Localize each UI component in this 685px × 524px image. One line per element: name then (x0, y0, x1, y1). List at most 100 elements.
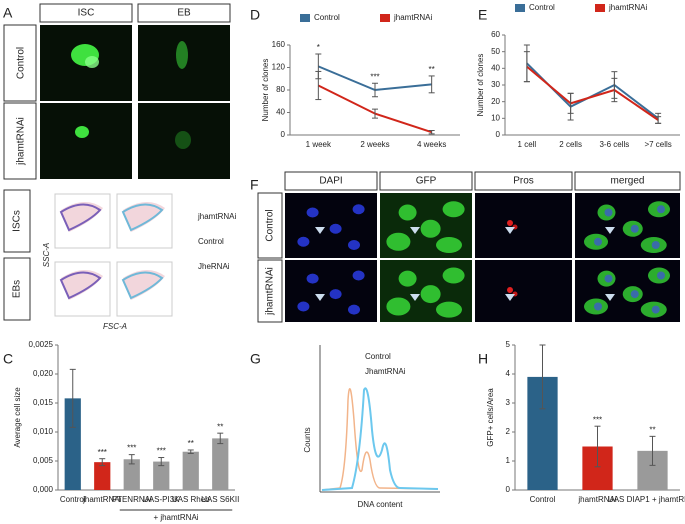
axis-label: Number of clones (476, 54, 485, 117)
histogram-curve (321, 387, 439, 491)
panel-letter: E (478, 7, 487, 23)
y-tick-label: 1 (506, 456, 511, 465)
y-tick-label: 50 (491, 47, 500, 56)
cell (329, 289, 342, 300)
arrowhead (410, 227, 420, 234)
legend-label: JhamtRNAi (365, 367, 406, 376)
cell (630, 290, 639, 299)
arrowhead (410, 294, 420, 301)
x-tick-label: jhamtRNAi (577, 495, 616, 504)
cell (436, 237, 462, 253)
cell (329, 223, 342, 234)
legend-label: jhamtRNAi (393, 13, 432, 22)
axis-label: DNA content (358, 500, 404, 509)
x-tick-label: 3-6 cells (599, 140, 629, 149)
x-tick-label: 2 cells (559, 140, 582, 149)
significance: *** (370, 72, 379, 81)
axis-label: FSC-A (103, 322, 127, 331)
cell (348, 304, 360, 315)
axis-label: ISCs (12, 210, 23, 232)
axis-label: EBs (12, 280, 23, 298)
micrograph (475, 193, 572, 258)
cell (352, 270, 365, 281)
y-tick-label: 2 (506, 427, 511, 436)
cell (75, 126, 89, 138)
row-label-box (3, 24, 37, 102)
cell (507, 287, 513, 293)
legend-swatch (300, 14, 310, 22)
legend-swatch (595, 4, 605, 12)
series-line (526, 65, 659, 121)
cell (594, 237, 602, 246)
significance: ** (188, 439, 194, 448)
significance: *** (127, 444, 136, 453)
y-tick-label: 30 (491, 80, 500, 89)
flow-contour (61, 269, 103, 300)
cell (604, 274, 613, 283)
cell (398, 270, 417, 287)
significance: ** (217, 422, 223, 431)
series-line (526, 62, 659, 120)
y-tick-label: 3 (506, 398, 511, 407)
flow-contour (61, 201, 103, 232)
legend-swatch (380, 14, 390, 22)
cell (630, 224, 639, 233)
row-label-box (3, 257, 31, 321)
cell (442, 201, 465, 218)
legend-label: Control (529, 3, 555, 12)
x-tick-label: 2 weeks (360, 140, 389, 149)
panel-letter: C (3, 351, 13, 367)
y-tick-label: 20 (491, 97, 500, 106)
x-tick-label: 4 weeks (417, 140, 446, 149)
column-header-box (39, 3, 133, 23)
x-tick-label: Control (60, 495, 86, 504)
y-tick-label: 160 (272, 40, 286, 49)
y-tick-label: 120 (272, 63, 286, 72)
legend-swatch (515, 4, 525, 12)
row-label-box (257, 259, 283, 323)
x-tick-label: 1 week (306, 140, 332, 149)
x-tick-label: 1 cell (518, 140, 537, 149)
cell (398, 204, 417, 221)
cell (352, 204, 365, 215)
y-tick-label: 0,0025 (29, 340, 54, 349)
row-label-box (3, 189, 31, 253)
bar (64, 398, 81, 490)
bar (94, 462, 111, 490)
cell (420, 285, 441, 304)
bar (153, 461, 170, 490)
cell (175, 131, 191, 149)
cell (420, 219, 441, 238)
panel-letter: F (250, 177, 259, 193)
x-tick-label: PTENRNAi (112, 495, 152, 504)
axis-label: jhamtRNAi (265, 267, 276, 316)
arrowhead (315, 227, 325, 234)
column-header-box (284, 171, 378, 191)
arrowhead (605, 227, 615, 234)
column-header: merged (611, 176, 645, 187)
legend-label: jhamtRNAi (197, 212, 236, 221)
cell (442, 267, 465, 284)
row-label-box (257, 192, 283, 259)
y-tick-label: 4 (506, 369, 511, 378)
axis-label: jhamtRNAi (16, 117, 27, 166)
arrowhead (315, 294, 325, 301)
y-tick-label: 0 (281, 130, 286, 139)
cell (651, 305, 660, 314)
cell (507, 220, 513, 226)
y-tick-label: 80 (276, 85, 285, 94)
flow-contour (123, 269, 165, 300)
x-tick-label: UAS S6KII (201, 495, 239, 504)
panel-letter: G (250, 351, 261, 367)
axis-label: Counts (303, 427, 312, 452)
cell (306, 207, 319, 218)
x-tick-label: UAS DIAP1 + jhamtRNAi (608, 495, 685, 504)
micrograph (475, 260, 572, 322)
legend-label: jhamtRNAi (608, 3, 647, 12)
column-header-box (137, 3, 231, 23)
legend-label: Control (314, 13, 340, 22)
axis-label: Number of clones (261, 59, 270, 122)
micrograph (285, 193, 377, 258)
panel-letter: D (250, 7, 260, 23)
axis-label: GFP+ cells/Area (486, 388, 495, 447)
